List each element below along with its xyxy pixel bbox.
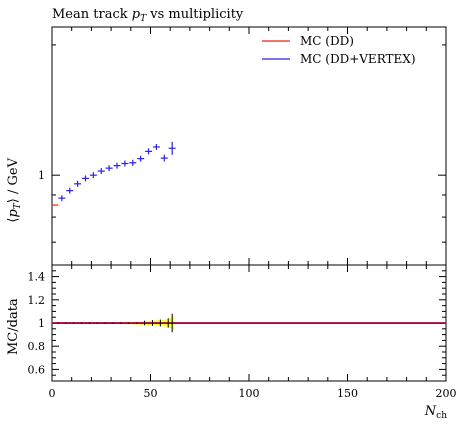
x-tick-label: 50 [144, 387, 158, 400]
main-ylabel: ⟨pT⟩ / GeV [6, 157, 23, 222]
x-tick-label: 150 [337, 387, 358, 400]
legend: MC (DD) MC (DD+VERTEX) [262, 34, 416, 66]
main-ytick-label: 1 [38, 169, 45, 182]
ratio-ylabel: MC/data [6, 298, 21, 355]
ratio-panel: 0 50 100 150 200 0.6 0.8 1 1.2 1.4 [28, 264, 457, 400]
chart-title: Mean track pT vs multiplicity [52, 7, 244, 24]
ratio-ytick-label: 1.2 [28, 294, 46, 307]
ratio-ytick-label: 0.8 [28, 340, 46, 353]
ratio-ytick-label: 1.4 [28, 271, 46, 284]
legend-label-mc-dd-vertex: MC (DD+VERTEX) [300, 52, 416, 66]
x-tick-label: 200 [436, 387, 457, 400]
ratio-ytick-label: 0.6 [28, 363, 46, 376]
legend-label-mc-dd: MC (DD) [300, 34, 354, 48]
ratio-ytick-label: 1 [38, 317, 45, 330]
x-tick-label: 100 [239, 387, 260, 400]
x-tick-label: 0 [49, 387, 56, 400]
x-axis-label: Nch [424, 404, 447, 421]
